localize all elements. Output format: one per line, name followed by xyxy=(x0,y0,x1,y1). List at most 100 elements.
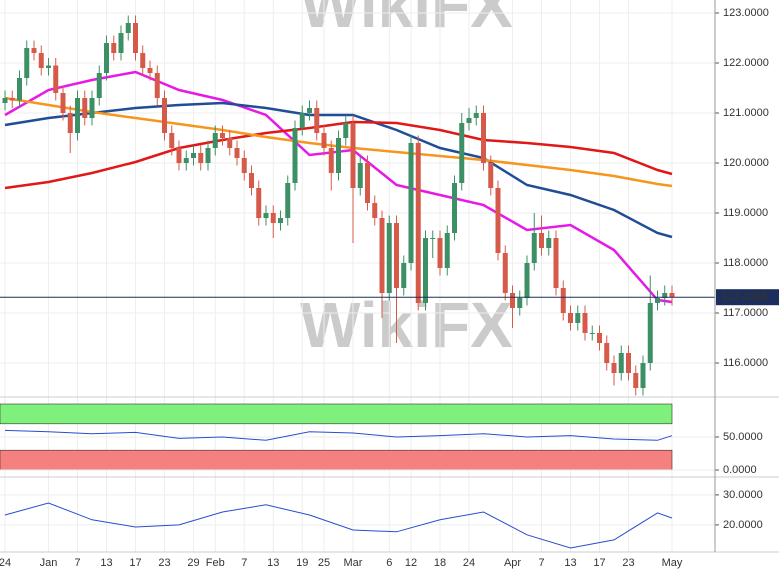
candle-body xyxy=(270,213,276,223)
candle-body xyxy=(111,43,117,53)
candle-body xyxy=(328,148,334,173)
candle-body xyxy=(292,128,298,183)
zone-band xyxy=(0,449,673,471)
candle-body xyxy=(365,163,370,203)
candle-body xyxy=(336,138,341,173)
candle-body xyxy=(241,158,247,173)
candle-body xyxy=(285,183,291,218)
y-tick-label: 116.0000 xyxy=(723,357,768,369)
candle-body xyxy=(60,93,66,113)
y-tick-label: 50.0000 xyxy=(723,431,763,443)
candle-body xyxy=(546,238,552,248)
candle-body xyxy=(82,98,88,118)
candle-body xyxy=(357,163,363,188)
y-tick-label: 121.0000 xyxy=(723,107,769,119)
candle-body xyxy=(473,113,479,118)
x-tick-label: May xyxy=(662,557,683,569)
last-price-label: 117.3160 xyxy=(722,291,767,303)
candle-body xyxy=(437,238,443,268)
candle-body xyxy=(531,233,537,263)
candle-body xyxy=(560,288,566,313)
candle-body xyxy=(314,108,320,133)
candle-body xyxy=(67,113,73,133)
candle-body xyxy=(75,98,80,133)
candle-body xyxy=(495,188,501,253)
candle-body xyxy=(9,98,15,101)
candle-body xyxy=(604,343,610,363)
candle-body xyxy=(118,33,124,53)
x-tick-label: 29 xyxy=(187,557,199,569)
x-tick-label: Feb xyxy=(206,557,225,569)
y-tick-label: 117.0000 xyxy=(723,307,768,319)
y-tick-label: 0.0000 xyxy=(723,464,757,476)
candle-body xyxy=(198,153,204,163)
x-tick-label: Jan xyxy=(40,557,58,569)
candle-body xyxy=(372,203,378,218)
y-tick-label: 20.0000 xyxy=(723,519,763,531)
y-tick-label: 123.0000 xyxy=(723,7,769,19)
candle-body xyxy=(31,48,37,53)
candle-body xyxy=(575,313,581,323)
indicator-line xyxy=(4,502,673,549)
candle-body xyxy=(205,148,211,163)
indicator-line xyxy=(4,429,673,441)
candle-body xyxy=(394,223,399,288)
candle-body xyxy=(655,298,660,303)
candle-body xyxy=(350,123,356,188)
candle-body xyxy=(125,23,131,33)
x-tick-label: 13 xyxy=(564,557,576,569)
candle-body xyxy=(96,73,102,98)
candle-body xyxy=(626,353,631,373)
candle-body xyxy=(597,333,602,343)
candle-body xyxy=(589,333,595,334)
candle-body xyxy=(162,98,167,133)
candle-body xyxy=(408,143,414,263)
candle-body xyxy=(2,98,8,103)
candle-body xyxy=(154,73,160,98)
candle-body xyxy=(568,313,573,323)
zone-band xyxy=(0,403,673,425)
candle-body xyxy=(488,163,494,188)
x-tick-label: 7 xyxy=(241,557,247,569)
candle-body xyxy=(510,293,515,308)
candle-body xyxy=(662,293,668,298)
candle-body xyxy=(524,263,530,298)
y-tick-label: 120.0000 xyxy=(723,157,769,169)
candle-body xyxy=(176,148,182,163)
candle-body xyxy=(17,78,22,101)
candle-body xyxy=(669,293,675,297)
candle-body xyxy=(24,48,30,78)
candle-body xyxy=(517,298,523,308)
candle-body xyxy=(227,138,233,148)
x-tick-label: 23 xyxy=(158,557,170,569)
candle-body xyxy=(481,113,486,163)
candle-body xyxy=(423,238,428,303)
candle-body xyxy=(321,133,327,148)
candle-body xyxy=(147,68,153,73)
candle-body xyxy=(38,53,44,68)
x-tick-label: Apr xyxy=(504,557,521,569)
moving-average xyxy=(4,101,673,239)
candle-body xyxy=(343,123,349,138)
x-tick-label: 7 xyxy=(538,557,544,569)
candle-body xyxy=(133,23,138,53)
candle-body xyxy=(415,143,421,303)
x-tick-label: 13 xyxy=(100,557,112,569)
x-tick-label: 6 xyxy=(386,557,392,569)
candle-body xyxy=(430,238,436,239)
candle-body xyxy=(249,173,254,188)
candle-body xyxy=(386,223,392,293)
candle-body xyxy=(89,98,95,118)
candle-body xyxy=(502,253,508,293)
candle-body xyxy=(53,65,59,93)
x-tick-label: 19 xyxy=(296,557,308,569)
candle-body xyxy=(140,53,146,68)
x-tick-label: 24 xyxy=(0,557,11,569)
candle-body xyxy=(263,213,269,218)
candle-body xyxy=(582,313,588,333)
last-price-box xyxy=(716,289,779,306)
watermark: WikiFX xyxy=(300,289,513,361)
candle-body xyxy=(169,133,175,148)
